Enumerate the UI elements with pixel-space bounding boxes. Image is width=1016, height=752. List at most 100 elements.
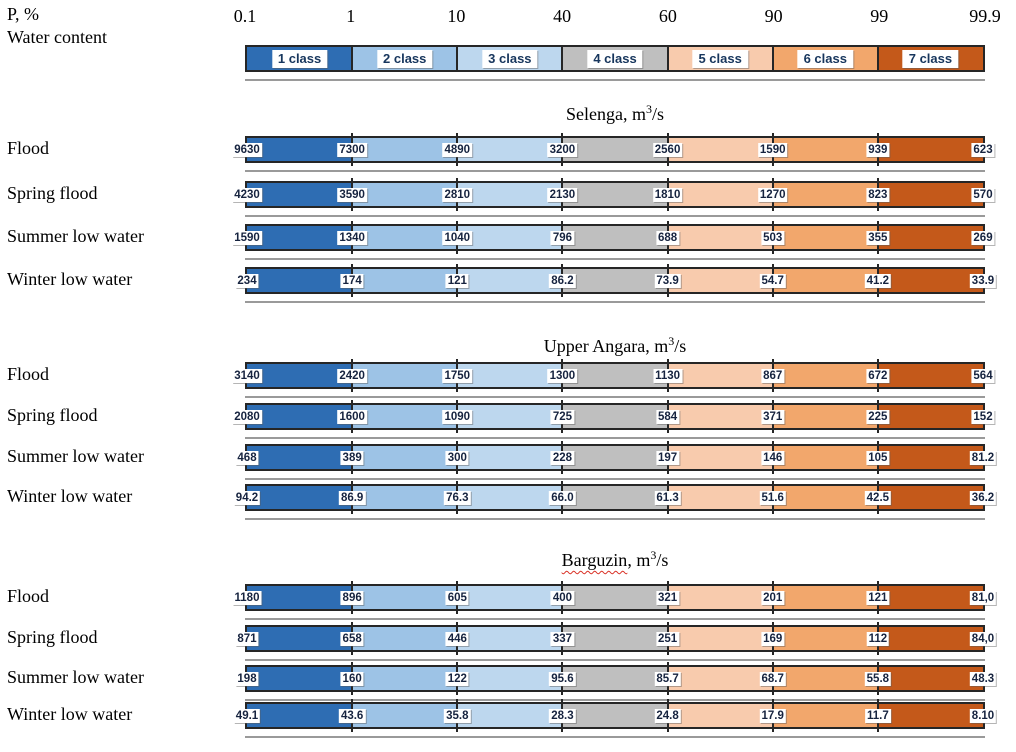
bar-class-segment bbox=[247, 667, 353, 690]
bar-class-segment bbox=[772, 446, 878, 469]
value-label: 2080 bbox=[232, 409, 262, 424]
bar-class-segment bbox=[667, 226, 773, 249]
value-label: 623 bbox=[971, 142, 995, 157]
data-bar: 2080 1600 1090 725 584 371 225 152 bbox=[232, 400, 995, 439]
value-label: 2420 bbox=[337, 368, 367, 383]
bar-class-segment bbox=[247, 138, 353, 161]
bar-class-segment bbox=[667, 586, 773, 609]
value-label: 84,0 bbox=[969, 631, 997, 646]
probability-tick: 10 bbox=[447, 6, 466, 26]
bar-class-segment bbox=[877, 586, 983, 609]
bar-class-segment bbox=[667, 405, 773, 428]
bar-class-segment bbox=[457, 627, 563, 650]
value-label: 55.8 bbox=[864, 671, 892, 686]
value-label: 81.2 bbox=[969, 450, 997, 465]
row-label: Winter low water bbox=[7, 704, 133, 724]
probability-axis-label: P, % bbox=[7, 4, 40, 24]
value-label: 35.8 bbox=[444, 708, 471, 723]
value-label: 269 bbox=[971, 230, 995, 245]
class-label: 5 class bbox=[692, 49, 748, 68]
value-label: 3200 bbox=[547, 142, 578, 157]
class-legend-bar: 1 class 2 class 3 class 4 class 5 class 6 cla… bbox=[245, 45, 985, 81]
value-label: 1590 bbox=[232, 230, 262, 245]
value-label: 121 bbox=[866, 590, 890, 605]
class-label: 7 class bbox=[902, 49, 959, 68]
river-name: Barguzin bbox=[561, 550, 628, 570]
value-label: 9630 bbox=[232, 142, 262, 157]
value-label: 3140 bbox=[232, 368, 262, 383]
value-label: 871 bbox=[235, 631, 259, 646]
section-title: Upper Angara, m3/s bbox=[245, 334, 985, 357]
value-label: 51.6 bbox=[759, 490, 786, 505]
unit-superscript: 3 bbox=[645, 102, 652, 116]
bar-class-segment bbox=[667, 627, 773, 650]
value-label: 73.9 bbox=[654, 273, 681, 288]
value-label: 658 bbox=[340, 631, 364, 646]
bar-class-segment bbox=[877, 364, 983, 387]
value-label: 1090 bbox=[442, 409, 473, 424]
bar-class-segment bbox=[457, 486, 563, 509]
unit-superscript: 3 bbox=[650, 548, 657, 562]
river-name: Selenga bbox=[565, 104, 623, 124]
value-label: 446 bbox=[445, 631, 469, 646]
bar-class-segment bbox=[352, 627, 458, 650]
row-label: Summer low water bbox=[7, 667, 144, 687]
data-bar: 94.2 86.9 76.3 66.0 61.3 51.6 42.5 36.2 bbox=[233, 481, 997, 520]
value-label: 1040 bbox=[442, 230, 473, 245]
bar-class-segment bbox=[877, 226, 983, 249]
value-label: 234 bbox=[235, 273, 259, 288]
value-label: 337 bbox=[550, 631, 575, 646]
value-label: 198 bbox=[235, 671, 259, 686]
bar-class-segment bbox=[247, 269, 353, 292]
bar-class-segment bbox=[457, 183, 563, 206]
value-label: 2560 bbox=[652, 142, 683, 157]
bar-class-segment bbox=[772, 486, 878, 509]
bar-class-segment bbox=[457, 269, 563, 292]
value-label: 1340 bbox=[337, 230, 367, 245]
probability-tick: 90 bbox=[764, 6, 783, 26]
value-label: 300 bbox=[445, 450, 469, 465]
class-label: 3 class bbox=[482, 49, 538, 68]
bar-class-segment bbox=[562, 183, 668, 206]
bar-class-segment bbox=[772, 704, 878, 727]
value-label: 400 bbox=[550, 590, 575, 605]
value-label: 896 bbox=[340, 590, 364, 605]
value-label: 1130 bbox=[653, 368, 683, 383]
value-label: 4890 bbox=[442, 142, 473, 157]
row-label: Winter low water bbox=[7, 269, 133, 289]
unit-suffix: /s bbox=[656, 550, 669, 570]
bar-class-segment bbox=[562, 586, 668, 609]
value-label: 1600 bbox=[337, 409, 367, 424]
value-label: 11.7 bbox=[864, 708, 891, 723]
bar-class-segment bbox=[247, 627, 353, 650]
value-label: 160 bbox=[340, 671, 364, 686]
value-label: 503 bbox=[761, 230, 785, 245]
bar-class-segment bbox=[247, 704, 353, 727]
value-label: 33.9 bbox=[969, 273, 997, 288]
bar-class-segment bbox=[772, 269, 878, 292]
unit-superscript: 3 bbox=[668, 334, 675, 348]
bar-class-segment bbox=[877, 704, 983, 727]
bar-class-segment bbox=[772, 138, 878, 161]
bar-class-segment bbox=[562, 226, 668, 249]
bar-class-segment bbox=[667, 183, 773, 206]
bar-class-segment bbox=[667, 704, 773, 727]
bar-class-segment bbox=[772, 364, 878, 387]
class-boundary-line bbox=[666, 47, 669, 70]
bar-class-segment bbox=[352, 667, 458, 690]
value-label: 36.2 bbox=[969, 490, 997, 505]
bar-class-segment bbox=[352, 586, 458, 609]
bar-class-segment bbox=[247, 586, 353, 609]
bar-class-segment bbox=[772, 226, 878, 249]
value-label: 1750 bbox=[442, 368, 473, 383]
data-bar: 871 658 446 337 251 169 112 84,0 bbox=[235, 622, 997, 661]
data-bar: 234 174 121 86.2 73.9 54.7 41.2 33.9 bbox=[235, 264, 997, 303]
value-label: 867 bbox=[761, 368, 785, 383]
row-label: Flood bbox=[7, 364, 50, 384]
row-label: Summer low water bbox=[7, 446, 144, 466]
bar-class-segment bbox=[352, 486, 458, 509]
value-label: 42.5 bbox=[864, 490, 892, 505]
river-name: Upper Angara bbox=[543, 336, 646, 356]
value-label: 688 bbox=[655, 230, 680, 245]
value-label: 1810 bbox=[652, 187, 683, 202]
